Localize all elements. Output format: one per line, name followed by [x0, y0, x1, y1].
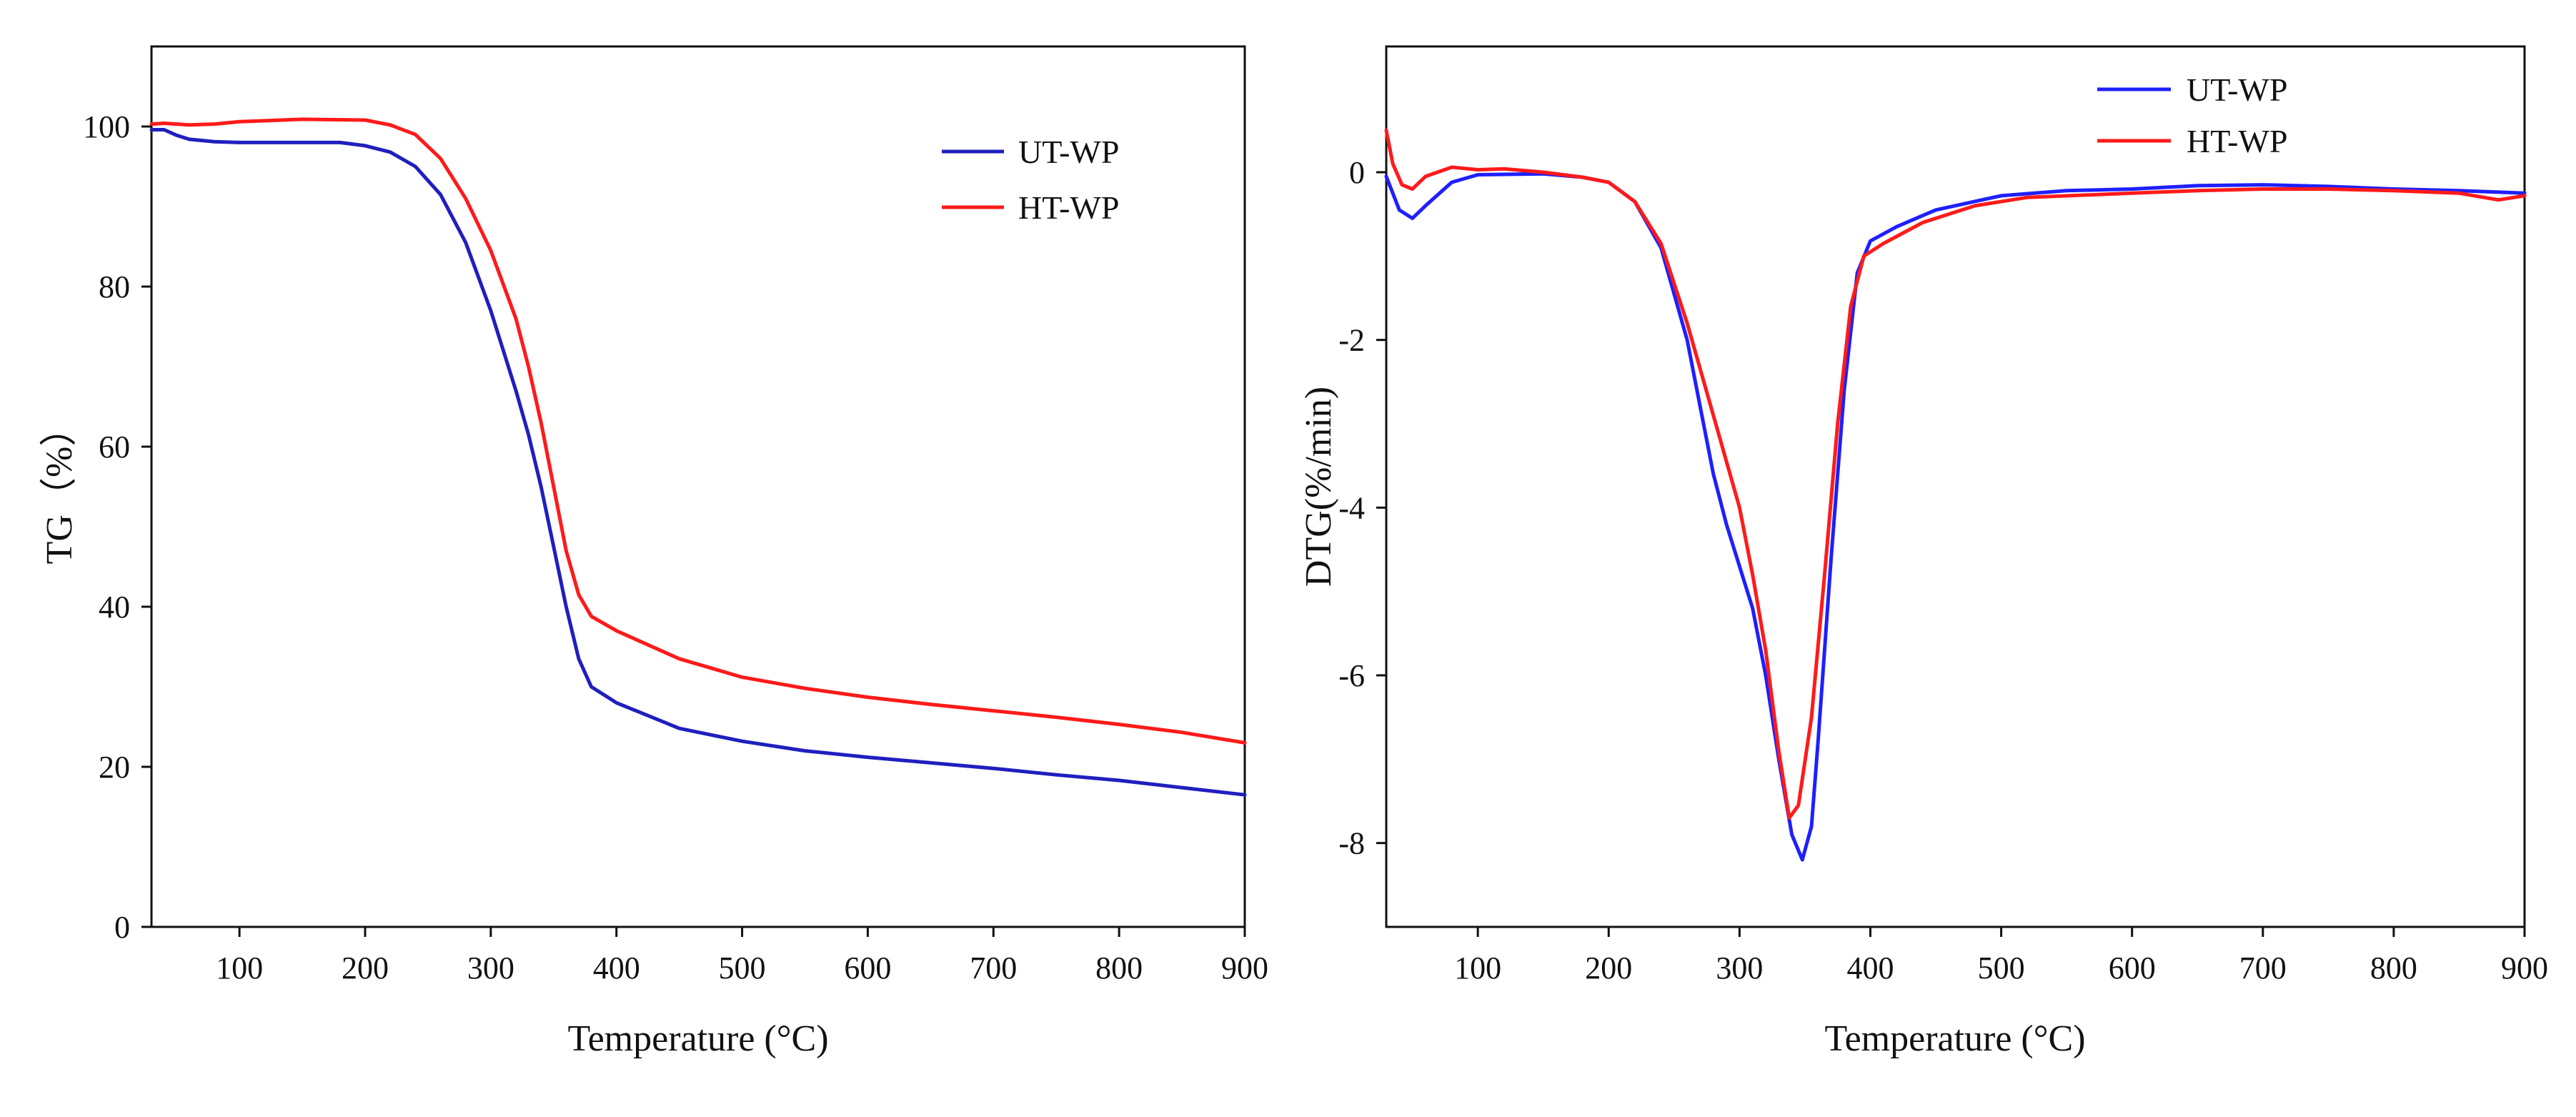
- dtg-y-axis: 0 -2 -4 -6 -8: [1338, 155, 1386, 861]
- dtg-chart: 100 200 300 400 500 600 700 800 900 0 -2 -4 -6 -8 Te…: [1298, 45, 2548, 1059]
- dtg-series-line-ut-wp: [1384, 172, 2527, 862]
- tg-legend-label-ut-wp: UT-WP: [1018, 134, 1119, 170]
- dtg-y-tick-label: -2: [1338, 323, 1365, 358]
- tg-plot-frame: [150, 45, 1246, 928]
- dtg-y-axis-title: DTG(%/min): [1298, 387, 1339, 587]
- tg-y-tick-label: 40: [99, 590, 130, 625]
- tg-x-axis: 100 200 300 400 500 600 700 800 900: [216, 927, 1268, 986]
- dtg-y-tick-label: -8: [1338, 826, 1365, 861]
- tg-x-tick-label: 700: [970, 950, 1017, 986]
- tg-legend-label-ht-wp: HT-WP: [1018, 189, 1119, 226]
- dtg-x-tick-label: 400: [1846, 950, 1894, 986]
- tg-x-axis-title: Temperature (°C): [567, 1018, 828, 1059]
- tg-x-tick-label: 100: [216, 950, 263, 986]
- tg-y-tick-label: 0: [114, 910, 130, 945]
- tg-legend: UT-WP HT-WP: [942, 134, 1119, 226]
- tg-x-tick-label: 800: [1095, 950, 1143, 986]
- tg-y-tick-label: 20: [99, 750, 130, 785]
- dtg-x-axis: 100 200 300 400 500 600 700 800 900: [1454, 927, 2548, 986]
- dtg-x-tick-label: 300: [1716, 950, 1763, 986]
- dtg-y-tick-label: -6: [1338, 658, 1365, 693]
- dtg-x-axis-title: Temperature (°C): [1824, 1018, 2085, 1059]
- dtg-x-tick-label: 800: [2370, 950, 2417, 986]
- dtg-x-tick-label: 600: [2109, 950, 2156, 986]
- tg-y-tick-label: 100: [83, 109, 130, 144]
- tg-x-tick-label: 600: [844, 950, 891, 986]
- dtg-y-tick-label: 0: [1349, 155, 1365, 190]
- tg-x-tick-label: 400: [593, 950, 640, 986]
- tg-series-group: [149, 117, 1247, 797]
- tg-x-tick-label: 300: [467, 950, 514, 986]
- tg-series-line-ht-wp: [149, 117, 1247, 745]
- tg-series-line-ut-wp: [149, 128, 1247, 797]
- dtg-legend-label-ut-wp: UT-WP: [2187, 71, 2287, 108]
- tg-chart: 100 200 300 400 500 600 700 800 900 0 20 40 60 80 100…: [39, 45, 1268, 1059]
- dtg-y-tick-label: -4: [1338, 490, 1365, 525]
- tg-y-axis: 0 20 40 60 80 100: [83, 109, 151, 945]
- dtg-x-tick-label: 100: [1454, 950, 1501, 986]
- dtg-series-line-ht-wp: [1384, 128, 2527, 820]
- dtg-series-group: [1384, 128, 2527, 862]
- dtg-x-tick-label: 700: [2239, 950, 2287, 986]
- tg-x-tick-label: 500: [719, 950, 766, 986]
- tg-y-tick-label: 60: [99, 430, 130, 465]
- tg-x-tick-label: 200: [342, 950, 389, 986]
- dtg-legend: UT-WP HT-WP: [2097, 71, 2287, 159]
- dtg-x-tick-label: 500: [1978, 950, 2025, 986]
- dtg-x-tick-label: 900: [2501, 950, 2548, 986]
- dtg-plot-frame: [1385, 45, 2526, 928]
- dtg-legend-label-ht-wp: HT-WP: [2187, 123, 2287, 159]
- tg-y-tick-label: 80: [99, 269, 130, 304]
- tg-x-tick-label: 900: [1221, 950, 1268, 986]
- tg-y-axis-title: TG（%）: [39, 409, 80, 565]
- dtg-x-tick-label: 200: [1585, 950, 1632, 986]
